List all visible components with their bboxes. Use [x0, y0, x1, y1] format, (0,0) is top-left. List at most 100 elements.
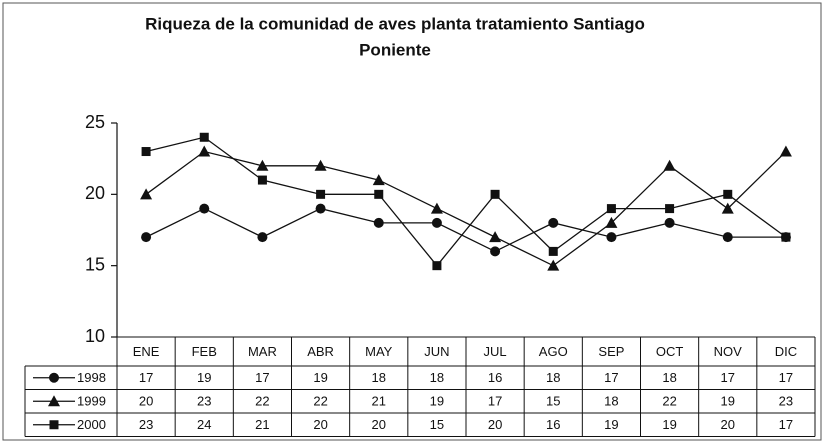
table-value: 22: [255, 394, 269, 409]
x-tick-label: JUL: [484, 344, 507, 359]
table-value: 18: [662, 370, 676, 385]
table-value: 19: [604, 417, 618, 432]
legend-marker: [49, 420, 59, 430]
table-value: 23: [779, 394, 793, 409]
x-tick-label: ABR: [307, 344, 334, 359]
chart-title: Riqueza de la comunidad de aves planta t…: [145, 14, 645, 33]
x-tick-label: JUN: [424, 344, 449, 359]
table-value: 15: [546, 394, 560, 409]
table-value: 20: [313, 417, 327, 432]
table-value: 17: [779, 417, 793, 432]
data-point: [314, 159, 327, 171]
series-line: [145, 207, 786, 253]
data-point: [431, 217, 442, 228]
legend-marker: [49, 372, 59, 383]
y-tick-label: 20: [85, 183, 105, 203]
table-value: 19: [430, 394, 444, 409]
x-tick-label: SEP: [598, 344, 624, 359]
table-value: 15: [430, 417, 444, 432]
data-point: [257, 232, 268, 243]
data-point: [723, 189, 733, 199]
data-point: [663, 159, 676, 171]
table-value: 17: [255, 370, 269, 385]
data-point: [548, 246, 558, 256]
data-point: [779, 145, 792, 157]
data-point: [605, 216, 618, 228]
table-value: 17: [779, 370, 793, 385]
x-tick-label: AGO: [539, 344, 568, 359]
data-point: [316, 189, 326, 199]
table-value: 19: [721, 394, 735, 409]
table-value: 17: [721, 370, 735, 385]
legend-label: 1998: [77, 370, 106, 385]
table-value: 16: [488, 370, 502, 385]
data-point: [256, 159, 269, 171]
series-line: [145, 136, 787, 267]
data-point: [548, 217, 559, 228]
legend-label: 2000: [77, 417, 106, 432]
legend-label: 1999: [77, 394, 106, 409]
data-point: [490, 189, 500, 199]
data-point: [432, 261, 442, 271]
data-point: [489, 231, 502, 243]
table-value: 19: [313, 370, 327, 385]
data-point: [606, 232, 617, 243]
data-point: [315, 203, 326, 214]
table-value: 20: [139, 394, 153, 409]
table-value: 18: [604, 394, 618, 409]
table-value: 21: [255, 417, 269, 432]
data-point: [198, 145, 211, 157]
x-tick-label: FEB: [192, 344, 217, 359]
data-point: [141, 232, 152, 243]
data-point: [490, 246, 501, 257]
table-value: 22: [313, 394, 327, 409]
data-point: [140, 188, 153, 200]
data-point: [372, 174, 385, 186]
table-value: 17: [488, 394, 502, 409]
chart-title: Poniente: [359, 40, 431, 59]
table-value: 20: [721, 417, 735, 432]
data-point: [606, 204, 616, 214]
legend-marker: [48, 395, 60, 407]
y-tick-label: 25: [85, 112, 105, 132]
table-value: 16: [546, 417, 560, 432]
data-point: [781, 232, 791, 242]
table-value: 17: [604, 370, 618, 385]
data-point: [664, 217, 675, 228]
table-value: 20: [372, 417, 386, 432]
table-value: 18: [430, 370, 444, 385]
data-point: [373, 217, 384, 228]
table-value: 23: [139, 417, 153, 432]
data-point: [430, 202, 443, 214]
table-value: 19: [197, 370, 211, 385]
x-tick-label: DIC: [775, 344, 797, 359]
table-value: 17: [139, 370, 153, 385]
y-tick-label: 10: [85, 326, 105, 346]
x-tick-label: MAR: [248, 344, 277, 359]
table-value: 24: [197, 417, 211, 432]
table-value: 21: [372, 394, 386, 409]
data-point: [141, 147, 151, 157]
x-tick-label: NOV: [714, 344, 743, 359]
data-point: [547, 259, 560, 271]
y-tick-label: 15: [85, 254, 105, 274]
table-value: 18: [372, 370, 386, 385]
data-point: [199, 132, 209, 142]
data-point: [721, 202, 734, 214]
table-value: 23: [197, 394, 211, 409]
x-tick-label: ENE: [133, 344, 160, 359]
data-point: [257, 175, 267, 185]
table-value: 20: [488, 417, 502, 432]
data-point: [722, 232, 733, 243]
x-tick-label: OCT: [656, 344, 684, 359]
series-line: [145, 150, 787, 267]
table-value: 19: [662, 417, 676, 432]
data-point: [665, 204, 675, 214]
table-value: 18: [546, 370, 560, 385]
x-tick-label: MAY: [365, 344, 393, 359]
data-point: [374, 189, 384, 199]
table-value: 22: [662, 394, 676, 409]
data-point: [199, 203, 210, 214]
